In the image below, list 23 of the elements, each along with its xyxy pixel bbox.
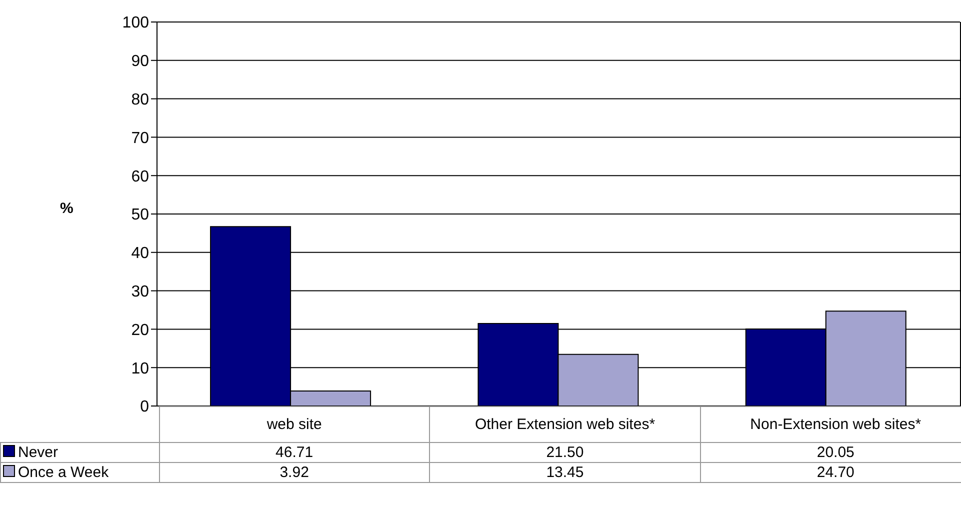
legend-label: Never xyxy=(0,442,159,462)
y-tick-label: 70 xyxy=(131,130,150,147)
y-tick-label: 40 xyxy=(131,245,150,262)
data-label: 13.45 xyxy=(430,462,700,482)
y-tick-label: 20 xyxy=(131,322,150,339)
y-tick-label: 50 xyxy=(131,206,150,224)
legend-label: Once a Week xyxy=(0,462,159,482)
data-label: 3.92 xyxy=(159,462,430,482)
y-tick-label: 100 xyxy=(122,14,150,32)
data-label: 46.71 xyxy=(159,442,430,462)
data-label: 21.50 xyxy=(430,442,700,462)
y-tick-label: 60 xyxy=(131,168,150,186)
y-axis-title: % xyxy=(60,200,74,217)
x-tick-label: Other Extension web sites* xyxy=(430,406,700,442)
y-tick-label: 90 xyxy=(131,53,150,70)
y-tick-label: 10 xyxy=(131,360,150,378)
y-tick-label: 80 xyxy=(131,91,150,108)
y-tick-label: 0 xyxy=(140,398,150,416)
data-label: 20.05 xyxy=(700,442,961,462)
data-label: 24.70 xyxy=(700,462,961,482)
x-tick-label: Non-Extension web sites* xyxy=(700,406,961,442)
x-tick-label: web site xyxy=(159,406,430,442)
y-tick-label: 30 xyxy=(131,283,150,300)
